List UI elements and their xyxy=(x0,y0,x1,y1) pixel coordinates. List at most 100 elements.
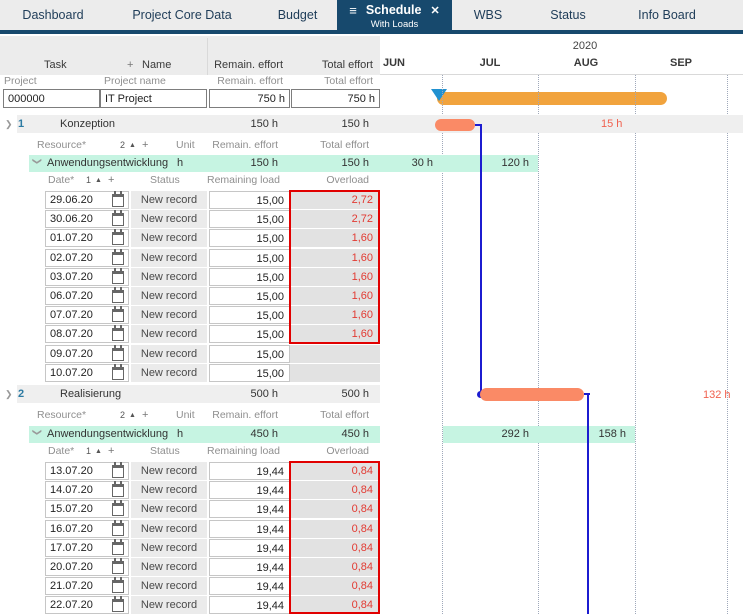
remaining-load-field[interactable]: 15,00 xyxy=(209,229,290,248)
status-cell[interactable]: New record xyxy=(131,363,207,382)
project-name-field[interactable] xyxy=(100,89,207,108)
resource-row[interactable] xyxy=(29,426,380,443)
remaining-load-field[interactable]: 19,44 xyxy=(209,481,290,500)
date-field[interactable]: 09.07.20 xyxy=(45,344,129,363)
date-field[interactable]: 14.07.20 xyxy=(45,481,129,500)
date-field[interactable]: 02.07.20 xyxy=(45,248,129,267)
calendar-icon[interactable] xyxy=(112,500,124,517)
sort-order-badge[interactable]: 1 xyxy=(86,446,92,456)
date-field[interactable]: 06.07.20 xyxy=(45,287,129,305)
date-field[interactable]: 08.07.20 xyxy=(45,325,129,344)
remaining-load-field[interactable]: 15,00 xyxy=(209,306,290,325)
column-header-remain-effort[interactable]: Remain. effort xyxy=(214,59,283,71)
tab-project-core-data[interactable]: Project Core Data xyxy=(106,0,258,30)
task-bar[interactable] xyxy=(480,388,584,401)
add-date-icon[interactable]: + xyxy=(108,445,115,457)
remaining-load-field[interactable]: 19,44 xyxy=(209,558,290,576)
column-header-total-effort[interactable]: Total effort xyxy=(321,59,373,71)
status-cell[interactable]: New record xyxy=(131,596,207,615)
add-date-icon[interactable]: + xyxy=(108,174,115,186)
tab-info-board[interactable]: Info Board xyxy=(612,0,722,30)
project-start-marker-icon[interactable] xyxy=(431,89,447,101)
close-icon[interactable]: ✕ xyxy=(430,4,440,17)
remaining-load-field[interactable]: 15,00 xyxy=(209,325,290,344)
resource-row[interactable] xyxy=(29,155,380,172)
date-field[interactable]: 20.07.20 xyxy=(45,558,129,576)
calendar-icon[interactable] xyxy=(112,519,124,536)
calendar-icon[interactable] xyxy=(112,191,124,207)
date-field[interactable]: 13.07.20 xyxy=(45,462,129,480)
calendar-icon[interactable] xyxy=(112,344,124,361)
calendar-icon[interactable] xyxy=(112,325,124,342)
remaining-load-field[interactable]: 15,00 xyxy=(209,363,290,382)
status-cell[interactable]: New record xyxy=(131,210,207,229)
date-field[interactable]: 03.07.20 xyxy=(45,267,129,286)
remaining-load-field[interactable]: 19,44 xyxy=(209,596,290,615)
remaining-load-field[interactable]: 19,44 xyxy=(209,519,290,538)
status-cell[interactable]: New record xyxy=(131,577,207,596)
add-resource-icon[interactable]: + xyxy=(142,139,149,151)
collapse-chevron-icon[interactable]: ❯ xyxy=(5,389,13,399)
column-header-task[interactable]: Task xyxy=(44,59,67,71)
task-bar[interactable] xyxy=(435,119,475,131)
tab-budget[interactable]: Budget xyxy=(258,0,337,30)
remaining-load-field[interactable]: 15,00 xyxy=(209,344,290,363)
status-cell[interactable]: New record xyxy=(131,481,207,500)
remaining-load-field[interactable]: 15,00 xyxy=(209,191,290,209)
date-field[interactable]: 10.07.20 xyxy=(45,363,129,382)
remaining-load-field[interactable]: 19,44 xyxy=(209,577,290,596)
remaining-load-field[interactable]: 19,44 xyxy=(209,500,290,519)
calendar-icon[interactable] xyxy=(112,248,124,265)
calendar-icon[interactable] xyxy=(112,306,124,323)
expand-chevron-icon[interactable]: ❯ xyxy=(32,428,43,437)
project-total-effort-field[interactable] xyxy=(291,89,380,108)
calendar-icon[interactable] xyxy=(112,229,124,246)
sort-order-badge[interactable]: 2 xyxy=(120,140,126,150)
status-cell[interactable]: New record xyxy=(131,325,207,344)
date-field[interactable]: 30.06.20 xyxy=(45,210,129,229)
calendar-icon[interactable] xyxy=(112,481,124,498)
expand-chevron-icon[interactable]: ❯ xyxy=(32,157,43,166)
tab-schedule[interactable]: ≡ Schedule ✕ With Loads xyxy=(337,0,452,30)
task-row[interactable] xyxy=(17,115,380,133)
status-cell[interactable]: New record xyxy=(131,267,207,286)
remaining-load-field[interactable]: 15,00 xyxy=(209,210,290,229)
remaining-load-field[interactable]: 19,44 xyxy=(209,462,290,480)
status-cell[interactable]: New record xyxy=(131,248,207,267)
calendar-icon[interactable] xyxy=(112,210,124,227)
calendar-icon[interactable] xyxy=(112,577,124,594)
status-cell[interactable]: New record xyxy=(131,191,207,209)
calendar-icon[interactable] xyxy=(112,287,124,303)
column-header-name[interactable]: Name xyxy=(142,59,172,71)
status-cell[interactable]: New record xyxy=(131,306,207,325)
date-field[interactable]: 17.07.20 xyxy=(45,538,129,557)
project-remain-effort-field[interactable] xyxy=(209,89,290,108)
task-row[interactable] xyxy=(17,385,380,403)
remaining-load-field[interactable]: 15,00 xyxy=(209,287,290,305)
sort-order-badge[interactable]: 2 xyxy=(120,410,126,420)
sort-order-badge[interactable]: 1 xyxy=(86,175,92,185)
tab-wbs[interactable]: WBS xyxy=(452,0,524,30)
status-cell[interactable]: New record xyxy=(131,519,207,538)
tab-status[interactable]: Status xyxy=(524,0,612,30)
collapse-chevron-icon[interactable]: ❯ xyxy=(5,119,13,129)
date-field[interactable]: 21.07.20 xyxy=(45,577,129,596)
date-field[interactable]: 22.07.20 xyxy=(45,596,129,615)
add-column-icon[interactable]: + xyxy=(127,59,134,71)
status-cell[interactable]: New record xyxy=(131,538,207,557)
status-cell[interactable]: New record xyxy=(131,344,207,363)
tab-dashboard[interactable]: Dashboard xyxy=(0,0,106,30)
date-field[interactable]: 07.07.20 xyxy=(45,306,129,325)
date-field[interactable]: 01.07.20 xyxy=(45,229,129,248)
date-field[interactable]: 15.07.20 xyxy=(45,500,129,519)
calendar-icon[interactable] xyxy=(112,363,124,380)
date-field[interactable]: 16.07.20 xyxy=(45,519,129,538)
remaining-load-field[interactable]: 19,44 xyxy=(209,538,290,557)
menu-icon[interactable]: ≡ xyxy=(349,2,357,18)
status-cell[interactable]: New record xyxy=(131,462,207,480)
project-summary-bar[interactable] xyxy=(437,92,667,105)
remaining-load-field[interactable]: 15,00 xyxy=(209,267,290,286)
date-field[interactable]: 29.06.20 xyxy=(45,191,129,209)
add-resource-icon[interactable]: + xyxy=(142,409,149,421)
calendar-icon[interactable] xyxy=(112,558,124,574)
